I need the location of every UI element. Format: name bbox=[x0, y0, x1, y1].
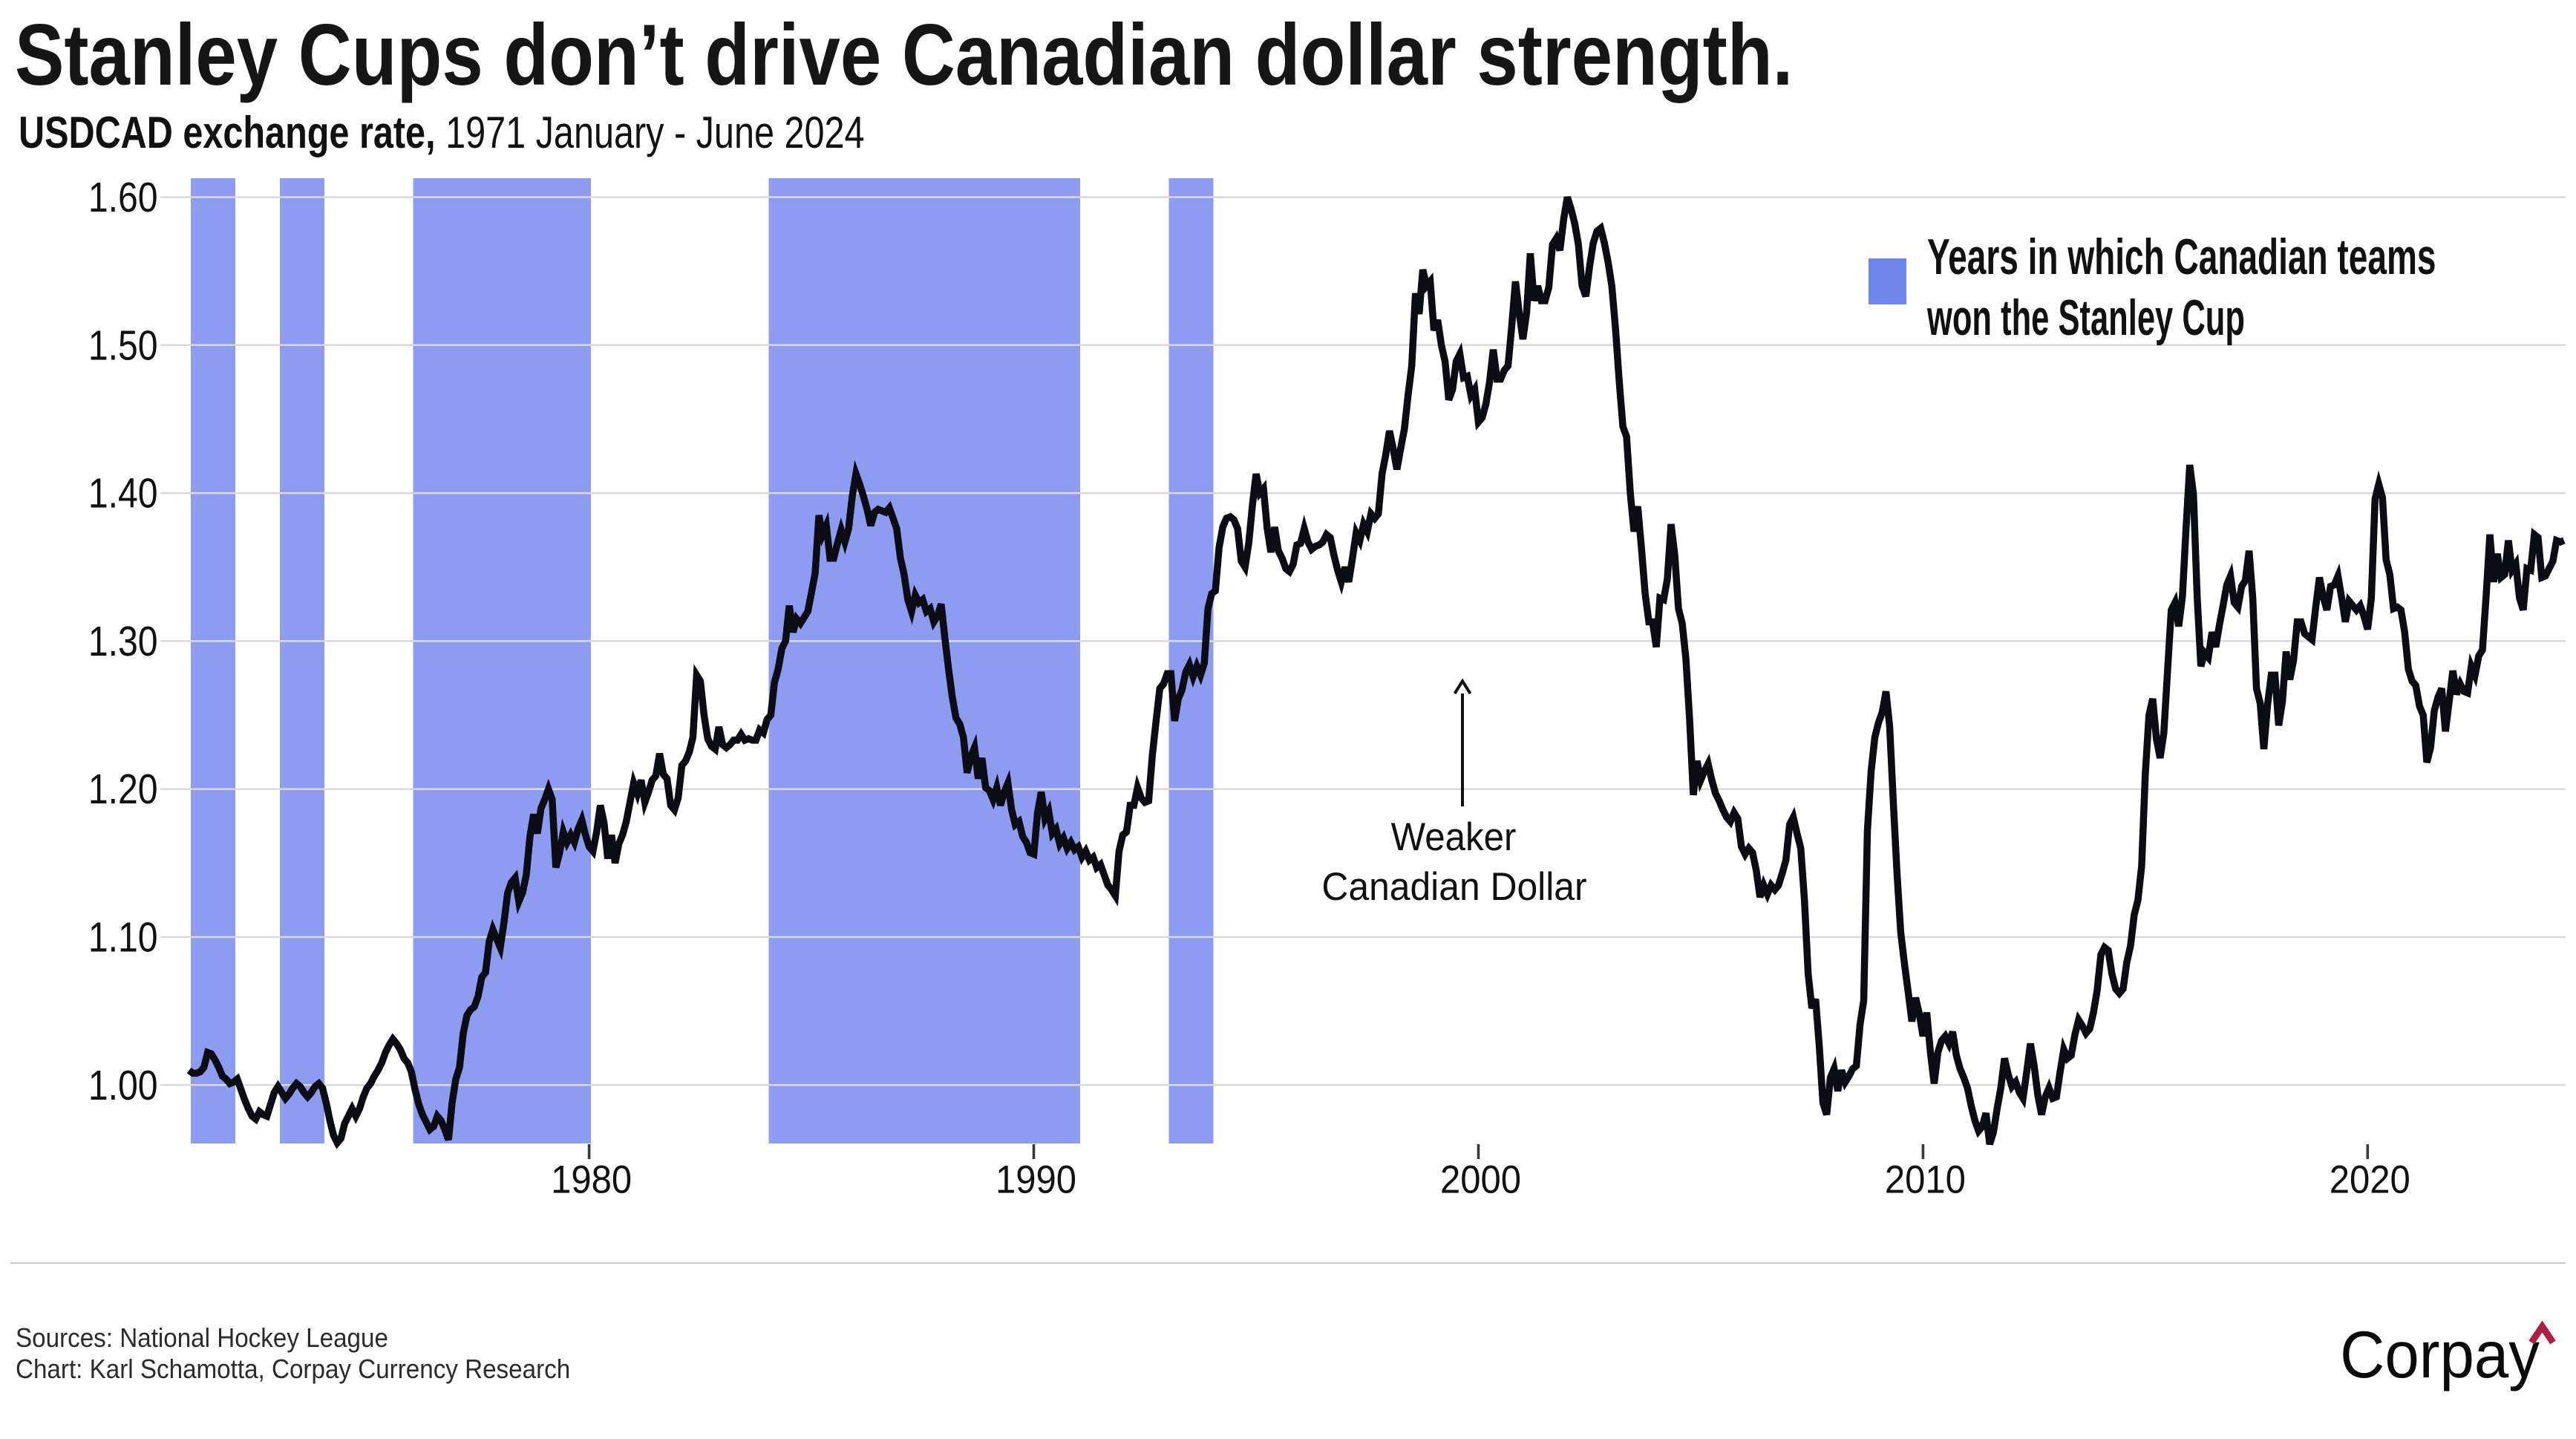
svg-text:1980: 1980 bbox=[551, 1158, 632, 1201]
svg-text:Chart: Karl Schamotta, Corpay: Chart: Karl Schamotta, Corpay Currency R… bbox=[16, 1354, 570, 1385]
svg-text:1.50: 1.50 bbox=[88, 322, 158, 369]
svg-text:USDCAD exchange rate, 1971 Jan: USDCAD exchange rate, 1971 January - Jun… bbox=[19, 108, 865, 157]
svg-text:1.60: 1.60 bbox=[88, 174, 158, 221]
svg-text:2020: 2020 bbox=[2330, 1158, 2410, 1201]
svg-text:1990: 1990 bbox=[996, 1158, 1076, 1201]
svg-text:2010: 2010 bbox=[1885, 1158, 1966, 1201]
svg-text:Stanley Cups don’t drive Canad: Stanley Cups don’t drive Canadian dollar… bbox=[15, 7, 1793, 104]
svg-text:won the Stanley Cup: won the Stanley Cup bbox=[1926, 290, 2245, 346]
svg-text:1.20: 1.20 bbox=[88, 766, 158, 813]
svg-text:1.00: 1.00 bbox=[88, 1062, 158, 1109]
svg-text:Corpay: Corpay bbox=[2340, 1319, 2540, 1392]
svg-text:1.30: 1.30 bbox=[88, 618, 158, 665]
svg-text:Canadian Dollar: Canadian Dollar bbox=[1321, 864, 1586, 909]
svg-text:1.10: 1.10 bbox=[88, 914, 158, 961]
svg-text:Sources: National Hockey Leagu: Sources: National Hockey League bbox=[16, 1323, 388, 1354]
svg-text:Weaker: Weaker bbox=[1391, 815, 1517, 858]
svg-text:2000: 2000 bbox=[1440, 1158, 1521, 1201]
svg-text:1.40: 1.40 bbox=[88, 470, 158, 517]
svg-text:Years in which Canadian teams: Years in which Canadian teams bbox=[1927, 229, 2436, 285]
